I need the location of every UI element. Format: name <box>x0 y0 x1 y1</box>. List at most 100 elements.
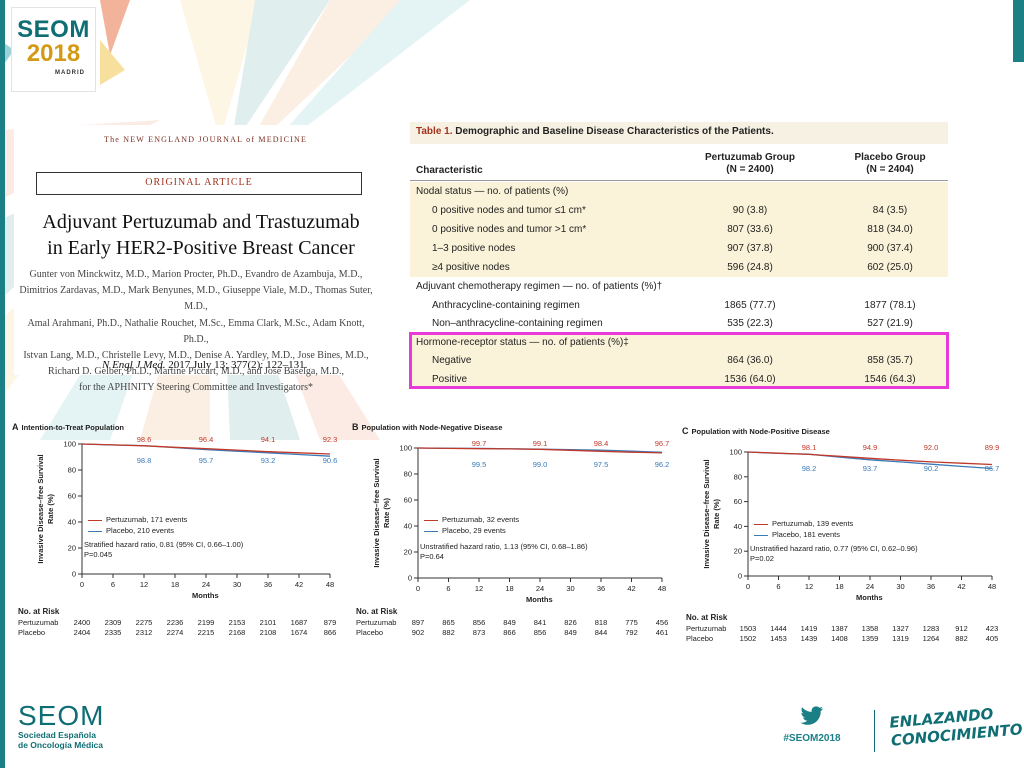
risk-count: 866 <box>503 628 516 637</box>
logo-city: MADRID <box>55 70 85 76</box>
footer-hashtag: #SEOM2018 <box>772 706 852 744</box>
x-tick-label: 36 <box>597 584 605 593</box>
x-axis-label: Months <box>856 593 883 602</box>
risk-count: 1444 <box>770 624 787 633</box>
risk-count: 2400 <box>73 618 91 627</box>
footer-seom-logo: SEOM Sociedad Española de Oncología Médi… <box>18 700 105 751</box>
risk-count: 1687 <box>290 618 308 627</box>
y-tick-label: 100 <box>729 448 742 457</box>
risk-count: 461 <box>655 628 669 637</box>
risk-row-label: Placebo <box>686 634 714 643</box>
authors-line: Dimitrios Zardavas, M.D., Mark Benyunes,… <box>19 285 373 313</box>
y-tick-label: 0 <box>738 572 742 581</box>
risk-count: 1502 <box>739 634 757 643</box>
row-label: Negative <box>432 355 472 366</box>
footer-logo-name: SEOM <box>18 700 105 731</box>
risk-count: 1453 <box>770 634 787 643</box>
row-placebo-value: 1877 (78.1) <box>864 300 916 311</box>
legend-swatch <box>754 523 768 525</box>
row-pertuzumab-value: 535 (22.3) <box>727 318 773 329</box>
placebo-rate-label: 95.7 <box>199 456 214 465</box>
y-axis-label: Invasive Disease–free Survival Rate (%) <box>702 459 721 569</box>
y-tick-label: 100 <box>63 440 76 449</box>
legend-item: Placebo, 181 events <box>754 529 853 540</box>
pertuzumab-curve <box>417 447 663 454</box>
placebo-rate-label: 98.8 <box>137 456 152 465</box>
chart-title-text: Population with Node-Negative Disease <box>361 423 503 432</box>
footer-logo-sub2: de Oncología Médica <box>18 740 104 750</box>
x-tick-label: 6 <box>111 580 115 589</box>
risk-table-node-negative: No. at Risk Pertuzumab 897 865 856 849 841 826 8… <box>356 607 676 643</box>
article-header: The NEW ENGLAND JOURNAL of MEDICINE ORIG… <box>14 125 387 393</box>
risk-count: 1387 <box>831 624 848 633</box>
risk-count: 2309 <box>104 618 122 627</box>
x-tick-label: 48 <box>658 584 666 593</box>
risk-count: 1283 <box>922 624 940 633</box>
x-axis-label: Months <box>192 591 219 600</box>
twitter-bird-icon <box>800 706 823 725</box>
placebo-rate-label: 97.5 <box>594 460 609 469</box>
col-pertuzumab-name: Pertuzumab Group <box>704 152 795 163</box>
x-tick-label: 36 <box>927 582 935 591</box>
km-chart-node-negative: B Population with Node-Negative Disease 0 2… <box>350 422 680 622</box>
risk-count: 2168 <box>228 628 246 637</box>
row-placebo-value: 900 (37.4) <box>867 243 913 254</box>
pertuzumab-rate-label: 94.9 <box>863 443 878 452</box>
pertuzumab-curve <box>81 443 331 455</box>
pertuzumab-rate-label: 94.1 <box>261 435 276 444</box>
risk-count: 1264 <box>922 634 940 643</box>
x-tick-label: 6 <box>776 582 780 591</box>
row-label: Adjuvant chemotherapy regimen — no. of p… <box>416 281 663 292</box>
risk-count: 844 <box>594 628 608 637</box>
pertuzumab-rate-label: 99.1 <box>533 439 548 448</box>
legend-swatch <box>88 530 102 532</box>
placebo-rate-label: 90.6 <box>323 456 338 465</box>
citation-journal: N Engl J Med. <box>102 359 166 371</box>
row-pertuzumab-value: 1536 (64.0) <box>724 374 776 385</box>
km-plot-svg: 0 20 40 60 80 100 0 6 12 18 24 30 36 42 48 98.1 98.2 94.9… <box>729 443 999 591</box>
legend-swatch <box>424 530 438 532</box>
placebo-rate-label: 96.2 <box>655 460 670 469</box>
hazard-ratio-text: Unstratified hazard ratio, 1.13 (95% CI,… <box>420 542 588 562</box>
authors-line: Istvan Lang, M.D., Christelle Levy, M.D.… <box>23 350 369 362</box>
pertuzumab-rate-label: 98.4 <box>594 439 609 448</box>
y-tick-label: 20 <box>68 544 76 553</box>
risk-count: 1439 <box>800 634 818 643</box>
table-title: Table 1. Demographic and Baseline Diseas… <box>410 122 948 144</box>
risk-count: 879 <box>323 618 337 627</box>
table-row: 0 positive nodes and tumor ≤1 cm* 90 (3.8… <box>410 201 948 220</box>
x-tick-label: 18 <box>835 582 843 591</box>
chart-title: B Population with Node-Negative Disease <box>352 422 502 432</box>
placebo-rate-label: 99.0 <box>533 460 548 469</box>
risk-count: 882 <box>442 628 455 637</box>
left-accent-bar <box>0 0 5 768</box>
risk-count: 1419 <box>800 624 818 633</box>
y-tick-label: 40 <box>404 522 412 531</box>
x-tick-label: 12 <box>140 580 148 589</box>
article-title-line2: in Early HER2-Positive Breast Cancer <box>47 237 355 259</box>
table-row: Anthracycline-containing regimen 1865 (77… <box>410 296 948 315</box>
placebo-curve <box>81 443 331 457</box>
chart-letter: B <box>352 422 359 432</box>
risk-count: 873 <box>472 628 486 637</box>
legend-swatch <box>754 534 768 536</box>
x-tick-label: 18 <box>505 584 513 593</box>
hazard-ratio-text: Stratified hazard ratio, 0.81 (95% CI, 0… <box>84 540 243 560</box>
risk-count: 2101 <box>259 618 277 627</box>
row-placebo-value: 84 (3.5) <box>872 205 908 216</box>
col-placebo-name: Placebo Group <box>854 152 926 163</box>
y-tick-label: 60 <box>68 492 76 501</box>
risk-count: 2312 <box>135 628 153 637</box>
legend-swatch <box>88 519 102 521</box>
y-tick-label: 0 <box>408 574 412 583</box>
chart-title: C Population with Node-Positive Disease <box>682 426 830 436</box>
table-row-section: Adjuvant chemotherapy regimen — no. of p… <box>410 277 948 296</box>
hazard-ratio-line: Unstratified hazard ratio, 0.77 (95% CI,… <box>750 544 918 553</box>
legend-item: Placebo, 29 events <box>424 525 519 536</box>
x-tick-label: 24 <box>536 584 544 593</box>
col-placebo-n: (N = 2404) <box>866 164 914 175</box>
p-value-line: P=0.045 <box>84 550 113 559</box>
hormone-receptor-highlight <box>409 332 949 389</box>
x-tick-label: 24 <box>202 580 210 589</box>
risk-count: 818 <box>594 618 608 627</box>
